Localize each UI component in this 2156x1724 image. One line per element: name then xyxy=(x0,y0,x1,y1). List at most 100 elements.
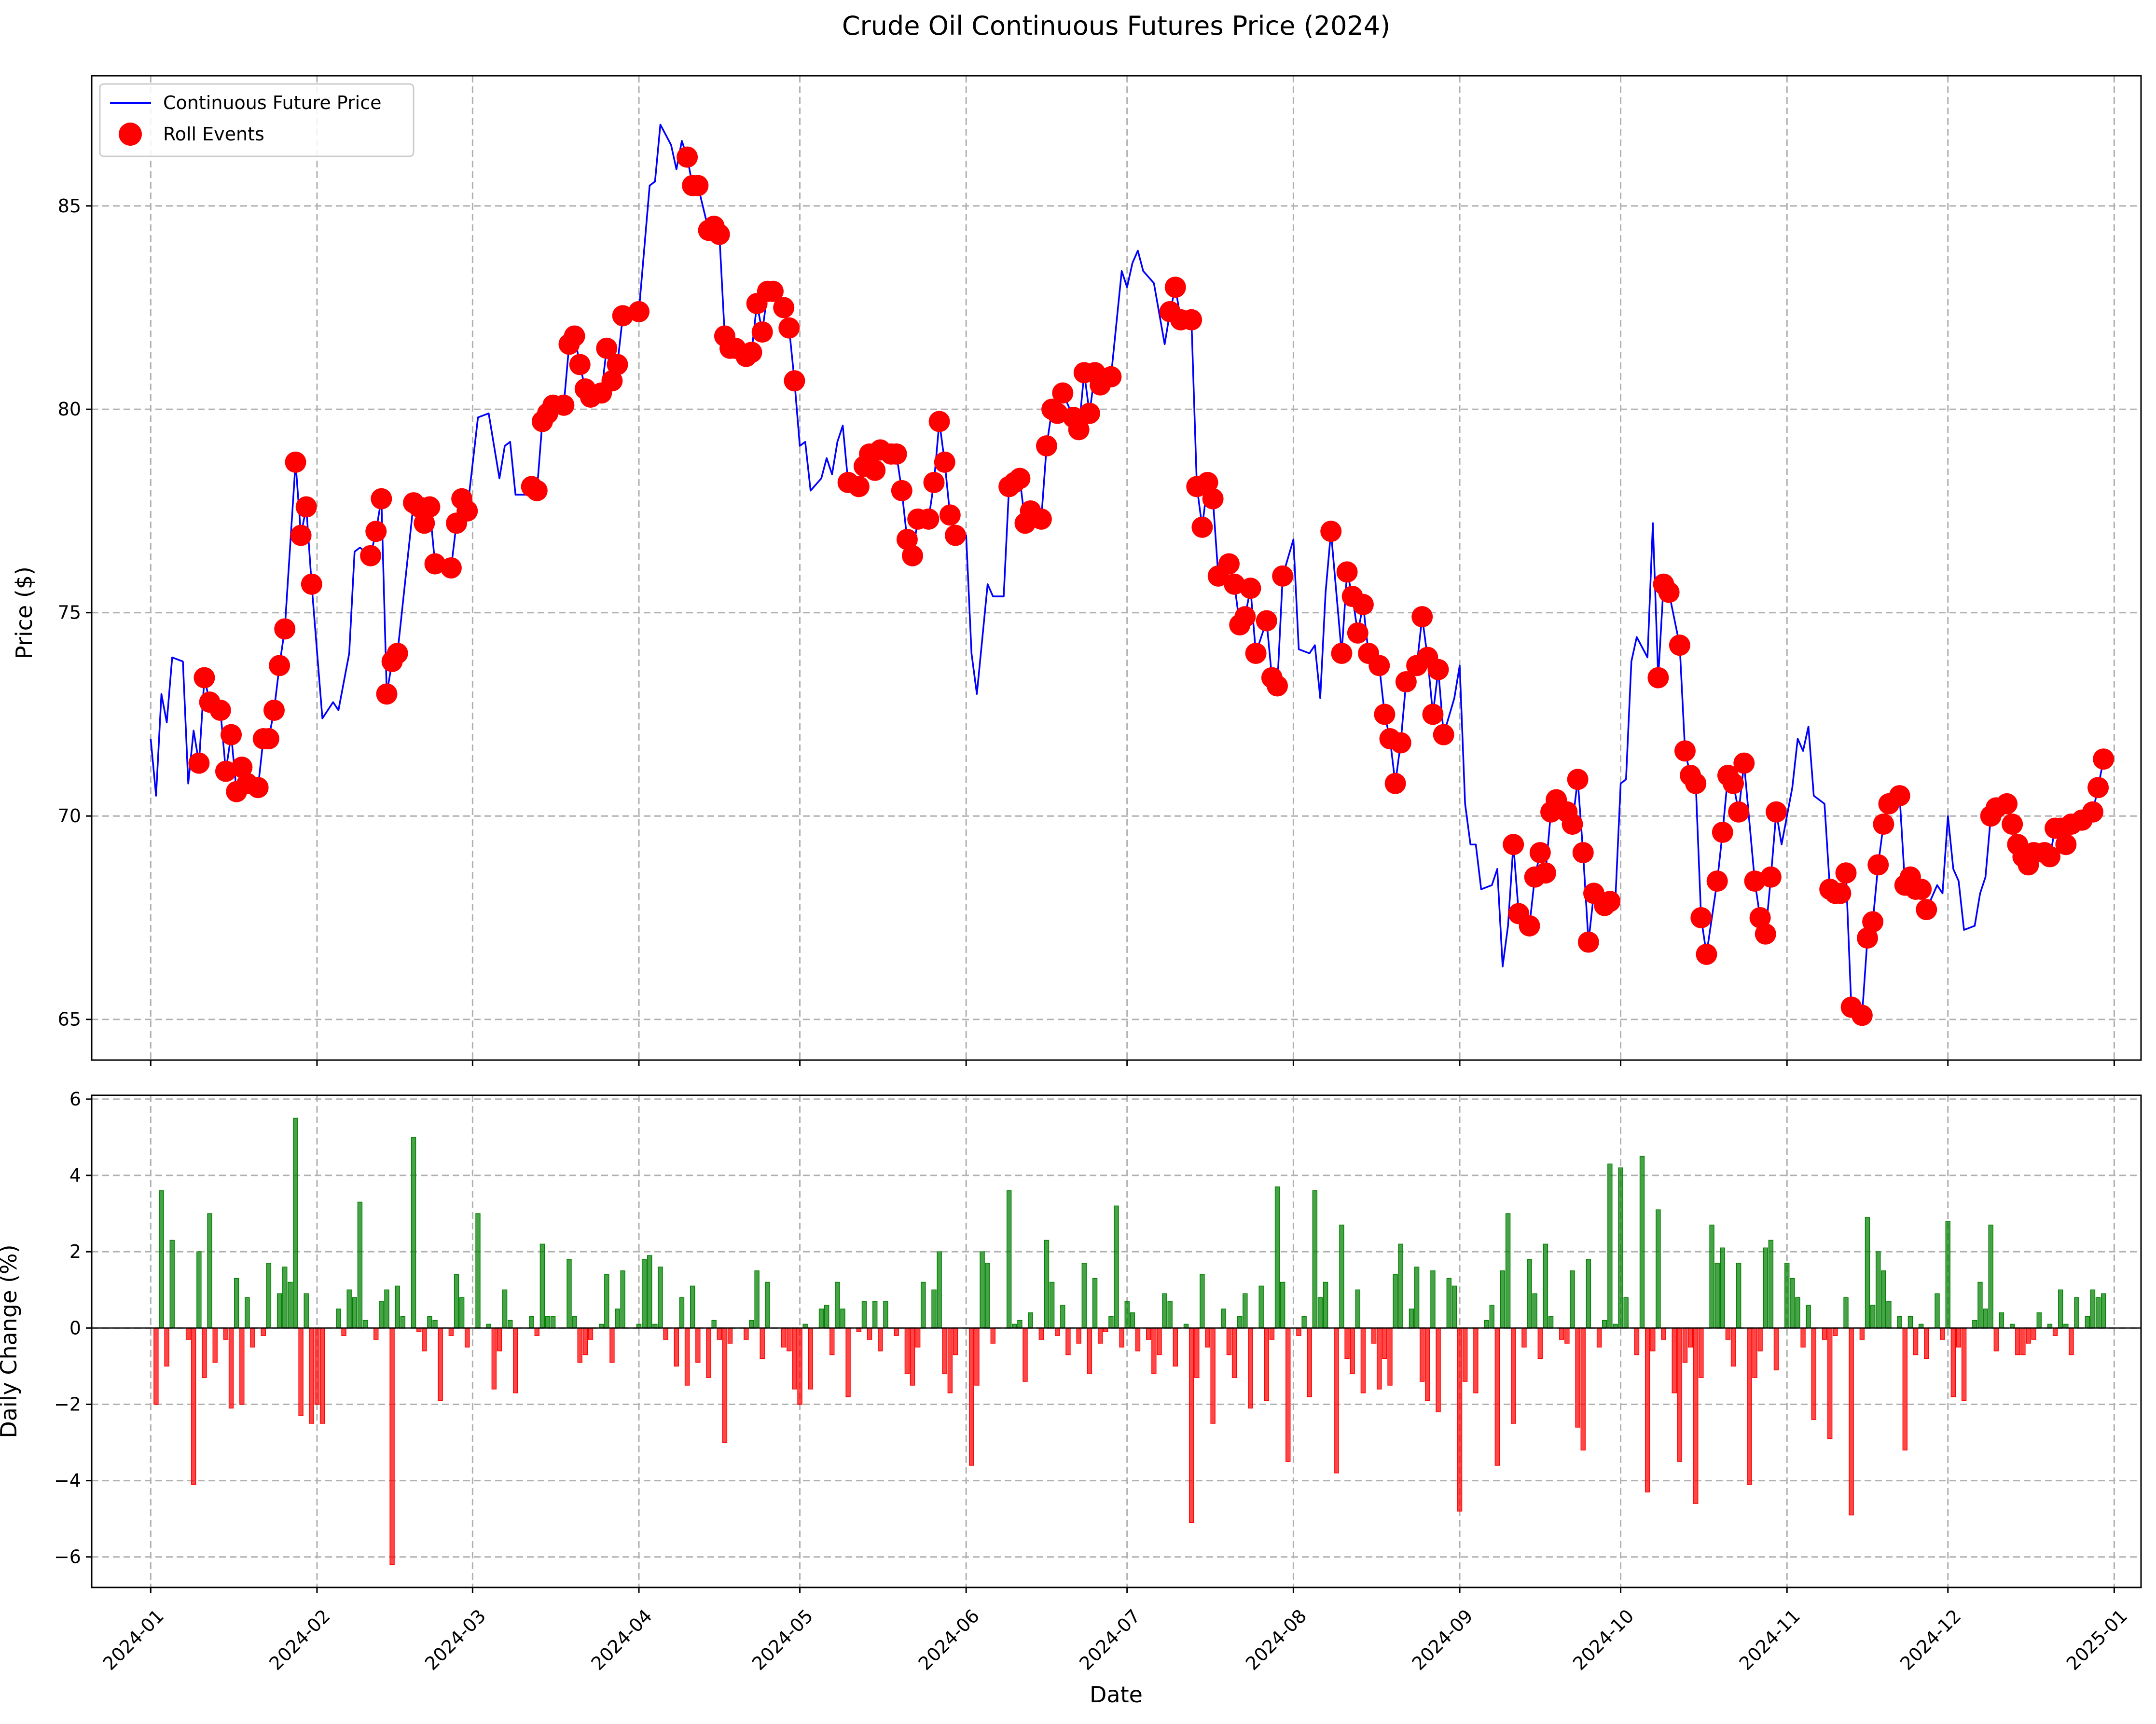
daily-change-bar xyxy=(1296,1327,1301,1336)
roll-event-point xyxy=(1690,907,1712,928)
daily-change-bar xyxy=(797,1327,802,1405)
daily-change-bar xyxy=(727,1327,733,1344)
roll-event-point xyxy=(687,175,709,196)
daily-change-bar xyxy=(615,1309,620,1329)
daily-change-bar xyxy=(1119,1327,1124,1348)
roll-event-point xyxy=(1245,643,1267,664)
daily-change-bar xyxy=(191,1327,196,1485)
roll-event-point xyxy=(564,325,585,347)
daily-change-bar xyxy=(1425,1327,1430,1401)
daily-change-bar xyxy=(1500,1270,1506,1329)
legend-box xyxy=(99,83,415,157)
daily-change-bar xyxy=(153,1327,159,1405)
daily-change-bar xyxy=(1977,1282,1983,1329)
roll-event-point xyxy=(1749,907,1771,928)
roll-event-point xyxy=(1234,606,1256,628)
daily-change-bar xyxy=(298,1327,304,1416)
roll-event-point xyxy=(295,496,317,518)
roll-events-series xyxy=(188,146,2115,1026)
daily-change-bar xyxy=(840,1309,845,1329)
daily-change-bars xyxy=(92,1117,2141,1565)
daily-change-bar xyxy=(1661,1327,1666,1340)
daily-change-bar xyxy=(1023,1327,1028,1382)
daily-change-bar xyxy=(1231,1327,1237,1378)
daily-change-bar xyxy=(1843,1297,1849,1329)
change-y-tick-label: −2 xyxy=(54,1393,81,1415)
roll-event-point xyxy=(1068,419,1090,441)
daily-change-bar xyxy=(2090,1289,2096,1329)
price-axes-frame xyxy=(91,75,2142,1061)
roll-event-point xyxy=(612,305,634,327)
daily-change-bar xyxy=(1200,1274,1205,1329)
daily-change-bar xyxy=(491,1327,497,1390)
daily-change-bar xyxy=(1162,1293,1167,1329)
daily-change-bar xyxy=(1371,1327,1377,1344)
daily-change-bar xyxy=(1907,1316,1913,1329)
change-y-tick-label: 2 xyxy=(69,1241,81,1262)
daily-change-bar xyxy=(1414,1267,1420,1329)
roll-event-point xyxy=(1384,772,1406,794)
daily-change-bar xyxy=(373,1327,379,1340)
daily-change-bar xyxy=(1038,1327,1044,1340)
roll-event-point xyxy=(896,528,918,550)
daily-change-bar xyxy=(1580,1327,1586,1451)
daily-change-bar xyxy=(1108,1316,1114,1329)
roll-event-point xyxy=(1567,769,1589,790)
daily-change-bar xyxy=(245,1297,250,1329)
daily-change-bar xyxy=(2101,1293,2106,1329)
price-y-tick-label: 65 xyxy=(58,1009,81,1030)
roll-event-point xyxy=(231,757,253,778)
roll-event-point xyxy=(1218,553,1240,575)
daily-change-bar xyxy=(1876,1251,1881,1329)
roll-event-point xyxy=(1100,366,1122,387)
roll-event-point xyxy=(371,488,392,510)
daily-change-bar xyxy=(1017,1320,1023,1329)
roll-event-point xyxy=(1427,659,1449,680)
daily-change-bar xyxy=(765,1282,771,1329)
roll-event-point xyxy=(553,394,575,416)
daily-change-bar xyxy=(792,1327,797,1390)
daily-change-bar xyxy=(1886,1301,1892,1329)
daily-change-bar xyxy=(185,1327,191,1340)
roll-event-point xyxy=(1562,814,1583,835)
daily-change-bar xyxy=(910,1327,915,1386)
daily-change-bar xyxy=(545,1316,551,1329)
daily-change-bar xyxy=(202,1327,207,1378)
roll-event-point xyxy=(1760,866,1782,888)
daily-change-bar xyxy=(808,1327,813,1390)
daily-change-bar xyxy=(835,1282,840,1329)
roll-event-point xyxy=(1851,1005,1873,1026)
change-axes-frame xyxy=(91,1094,2142,1588)
roll-event-point xyxy=(864,459,886,481)
roll-event-point xyxy=(1723,772,1744,794)
daily-change-bar xyxy=(1173,1327,1178,1367)
daily-change-bar xyxy=(1961,1327,1967,1401)
daily-change-bar xyxy=(861,1301,867,1329)
roll-event-point xyxy=(1191,516,1213,538)
roll-event-point xyxy=(1696,943,1717,965)
daily-change-bar xyxy=(341,1327,346,1336)
daily-change-bar xyxy=(1849,1327,1854,1516)
daily-change-bar xyxy=(588,1327,594,1340)
daily-change-bar xyxy=(1596,1327,1602,1348)
daily-change-bar xyxy=(422,1327,427,1352)
daily-change-bar xyxy=(1607,1163,1613,1329)
daily-change-bar xyxy=(572,1316,577,1329)
daily-change-bar xyxy=(438,1327,443,1401)
daily-change-bar xyxy=(1049,1282,1055,1329)
daily-change-bar xyxy=(1114,1205,1119,1329)
daily-change-bar xyxy=(1457,1327,1463,1512)
roll-event-point xyxy=(1368,655,1390,676)
daily-change-bar xyxy=(1301,1316,1307,1329)
roll-event-point xyxy=(1374,703,1396,725)
daily-change-bar xyxy=(915,1327,921,1348)
daily-change-bar xyxy=(990,1327,995,1344)
roll-event-point xyxy=(2093,748,2115,770)
daily-change-bar xyxy=(1387,1327,1393,1386)
daily-change-bar xyxy=(293,1117,298,1329)
daily-change-bar xyxy=(904,1327,910,1374)
roll-event-point xyxy=(762,280,784,302)
daily-change-bar xyxy=(690,1285,695,1329)
daily-change-bar xyxy=(609,1327,615,1363)
